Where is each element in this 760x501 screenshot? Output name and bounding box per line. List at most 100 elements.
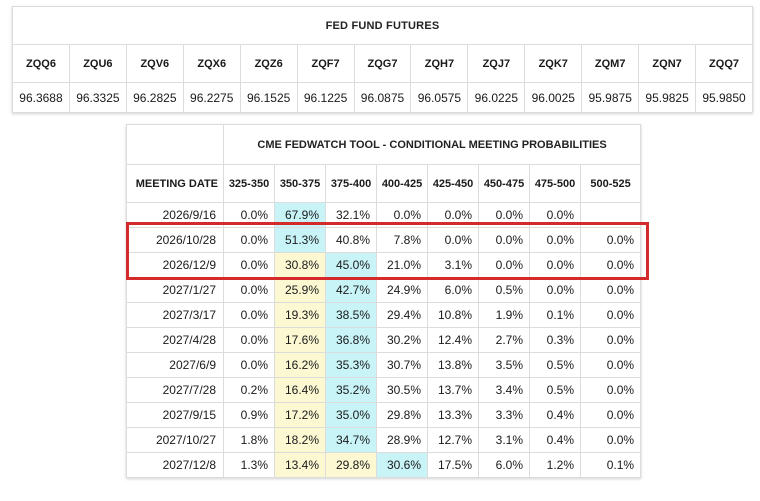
rate-range-header: 375-400 [325, 164, 377, 203]
probability-cell: 0.0% [478, 202, 530, 228]
probability-cell: 0.9% [223, 402, 275, 428]
meeting-date: 2026/9/16 [126, 202, 224, 228]
probability-cell: 0.0% [579, 227, 642, 253]
probability-cell: 38.5% [325, 302, 377, 328]
contract-code: ZQM7 [581, 44, 640, 83]
contract-code: ZQQ6 [12, 44, 70, 83]
probability-cell: 51.3% [274, 227, 326, 253]
meeting-date: 2027/10/27 [126, 427, 224, 453]
meeting-date: 2026/12/9 [126, 252, 224, 278]
contract-price: 95.9850 [695, 82, 753, 113]
contract-code: ZQZ6 [239, 44, 298, 83]
meeting-row: 2026/9/16 0.0% 67.9% 32.1% 0.0% 0.0% 0.0… [126, 202, 642, 228]
probability-cell: 0.3% [529, 327, 581, 353]
probability-cell: 0.0% [223, 352, 275, 378]
meeting-date: 2026/10/28 [126, 227, 224, 253]
probability-cell [579, 202, 642, 228]
contract-price: 95.9825 [638, 82, 697, 113]
probability-cell: 0.1% [529, 302, 581, 328]
probability-cell: 0.0% [478, 252, 530, 278]
probability-cell: 0.0% [223, 327, 275, 353]
probability-cell: 0.5% [529, 377, 581, 403]
probability-cell: 0.0% [529, 227, 581, 253]
meeting-row: 2027/10/27 1.8% 18.2% 34.7% 28.9% 12.7% … [126, 427, 642, 453]
contract-price: 96.0025 [524, 82, 583, 113]
probability-cell: 0.0% [579, 402, 642, 428]
probability-cell: 13.4% [274, 452, 326, 478]
probability-cell: 0.0% [427, 202, 479, 228]
probability-cell: 7.8% [376, 227, 428, 253]
probability-cell: 3.5% [478, 352, 530, 378]
probability-cell: 0.0% [579, 252, 642, 278]
probability-cell: 0.0% [223, 227, 275, 253]
probability-cell: 0.0% [579, 327, 642, 353]
fed-fund-futures-table: FED FUND FUTURES ZQQ6 ZQU6 ZQV6 ZQX6 ZQZ… [12, 6, 753, 113]
contract-price: 96.0225 [467, 82, 526, 113]
contract-price: 96.2825 [125, 82, 184, 113]
meeting-row: 2027/6/9 0.0% 16.2% 35.3% 30.7% 13.8% 3.… [126, 352, 642, 378]
probability-cell: 0.0% [529, 252, 581, 278]
meeting-date: 2027/6/9 [126, 352, 224, 378]
meeting-date: 2027/7/28 [126, 377, 224, 403]
probability-cell: 28.9% [376, 427, 428, 453]
probability-cell: 0.0% [223, 252, 275, 278]
futures-code-row: ZQQ6 ZQU6 ZQV6 ZQX6 ZQZ6 ZQF7 ZQG7 ZQH7 … [12, 44, 753, 83]
probability-cell: 30.6% [376, 452, 428, 478]
probability-cell: 40.8% [325, 227, 377, 253]
probability-cell: 0.0% [529, 202, 581, 228]
probability-cell: 42.7% [325, 277, 377, 303]
probability-cell: 29.8% [325, 452, 377, 478]
contract-code: ZQV6 [125, 44, 184, 83]
fedwatch-probability-table: CME FEDWATCH TOOL - CONDITIONAL MEETING … [126, 124, 642, 478]
probability-cell: 16.4% [274, 377, 326, 403]
probability-cell: 12.4% [427, 327, 479, 353]
probability-cell: 17.5% [427, 452, 479, 478]
probability-cell: 67.9% [274, 202, 326, 228]
probability-cell: 19.3% [274, 302, 326, 328]
meeting-date: 2027/9/15 [126, 402, 224, 428]
meeting-row: 2026/12/9 0.0% 30.8% 45.0% 21.0% 3.1% 0.… [126, 252, 642, 278]
contract-price: 96.1225 [296, 82, 355, 113]
probability-cell: 0.0% [579, 427, 642, 453]
probability-cell: 0.0% [579, 352, 642, 378]
rate-range-header: 400-425 [376, 164, 428, 203]
probability-cell: 29.8% [376, 402, 428, 428]
contract-price: 96.0875 [353, 82, 412, 113]
probability-cell: 13.7% [427, 377, 479, 403]
contract-code: ZQF7 [296, 44, 355, 83]
probability-cell: 0.0% [223, 302, 275, 328]
contract-price: 96.2275 [182, 82, 241, 113]
probability-cell: 0.0% [223, 202, 275, 228]
probability-cell: 2.7% [478, 327, 530, 353]
probability-cell: 16.2% [274, 352, 326, 378]
contract-code: ZQK7 [524, 44, 583, 83]
probability-cell: 0.5% [529, 352, 581, 378]
contract-code: ZQX6 [182, 44, 241, 83]
probability-cell: 25.9% [274, 277, 326, 303]
probability-cell: 17.2% [274, 402, 326, 428]
rate-range-header: 425-450 [427, 164, 479, 203]
probability-cell: 10.8% [427, 302, 479, 328]
futures-title: FED FUND FUTURES [12, 6, 753, 45]
probability-cell: 0.4% [529, 427, 581, 453]
probability-cell: 0.0% [376, 202, 428, 228]
rate-range-header: 475-500 [529, 164, 581, 203]
probability-cell: 1.8% [223, 427, 275, 453]
probability-cell: 0.0% [529, 277, 581, 303]
probability-cell: 35.3% [325, 352, 377, 378]
probability-cell: 0.0% [579, 377, 642, 403]
probability-cell: 29.4% [376, 302, 428, 328]
probability-cell: 45.0% [325, 252, 377, 278]
contract-price: 96.3688 [12, 82, 70, 113]
contract-code: ZQN7 [638, 44, 697, 83]
probability-cell: 12.7% [427, 427, 479, 453]
range-header-row: MEETING DATE 325-350 350-375 375-400 400… [126, 164, 642, 203]
contract-code: ZQJ7 [467, 44, 526, 83]
meeting-date: 2027/12/8 [126, 452, 224, 478]
probability-cell: 6.0% [478, 452, 530, 478]
probability-cell: 6.0% [427, 277, 479, 303]
meeting-row: 2027/3/17 0.0% 19.3% 38.5% 29.4% 10.8% 1… [126, 302, 642, 328]
probability-cell: 0.5% [478, 277, 530, 303]
probability-cell: 1.9% [478, 302, 530, 328]
contract-code: ZQH7 [410, 44, 469, 83]
